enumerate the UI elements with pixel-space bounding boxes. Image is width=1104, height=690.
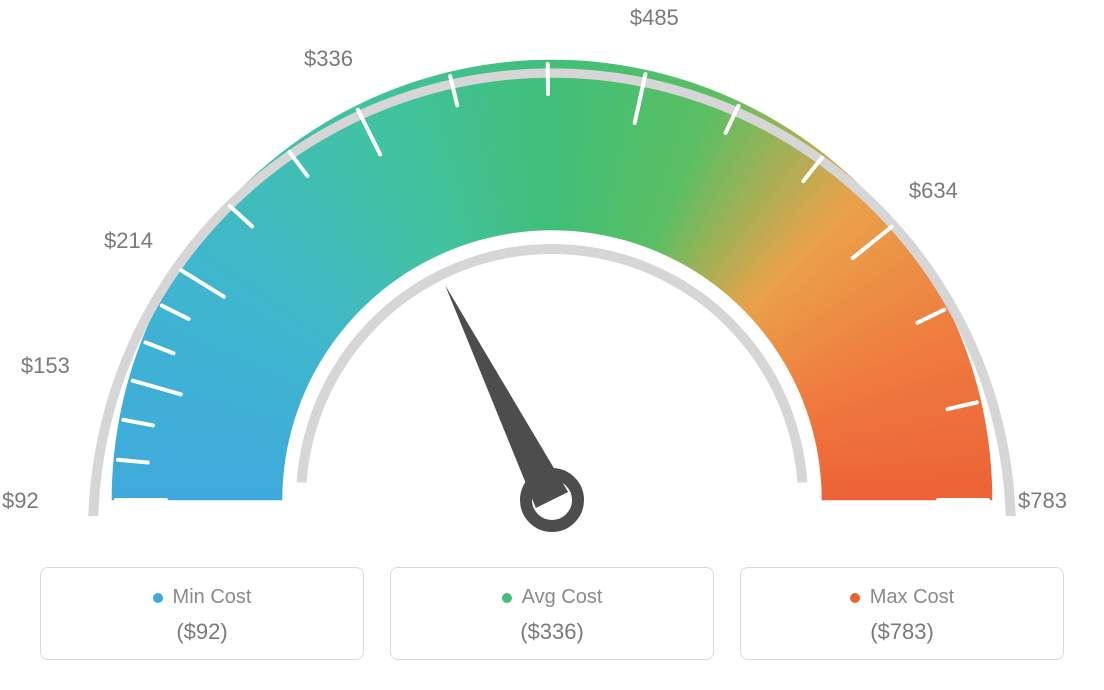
gauge-tick-label: $92 xyxy=(2,488,39,514)
legend-max-value: ($783) xyxy=(751,619,1053,645)
gauge-tick-label: $214 xyxy=(104,228,153,254)
legend-min-value: ($92) xyxy=(51,619,353,645)
legend-avg-card: Avg Cost ($336) xyxy=(390,567,714,660)
legend-max-bullet xyxy=(850,593,860,603)
legend-avg-title: Avg Cost xyxy=(502,586,603,609)
legend-max-label: Max Cost xyxy=(870,586,954,609)
legend-row: Min Cost ($92) Avg Cost ($336) Max Cost … xyxy=(40,567,1064,660)
legend-min-card: Min Cost ($92) xyxy=(40,567,364,660)
legend-min-title: Min Cost xyxy=(153,586,252,609)
legend-avg-label: Avg Cost xyxy=(522,586,603,609)
gauge-tick-label: $485 xyxy=(630,5,679,31)
gauge-tick-label: $783 xyxy=(1018,488,1067,514)
legend-avg-value: ($336) xyxy=(401,619,703,645)
gauge-tick-label: $336 xyxy=(304,46,353,72)
legend-avg-bullet xyxy=(502,593,512,603)
legend-min-label: Min Cost xyxy=(173,586,252,609)
gauge-tick-label: $634 xyxy=(909,178,958,204)
legend-max-title: Max Cost xyxy=(850,586,954,609)
gauge-chart-container: $92 $153 $214 $336 $485 $634 $783 Min Cost ($9… xyxy=(0,0,1104,690)
gauge-tick-label: $153 xyxy=(21,353,70,379)
legend-max-card: Max Cost ($783) xyxy=(740,567,1064,660)
gauge-svg xyxy=(0,0,1104,560)
legend-min-bullet xyxy=(153,593,163,603)
